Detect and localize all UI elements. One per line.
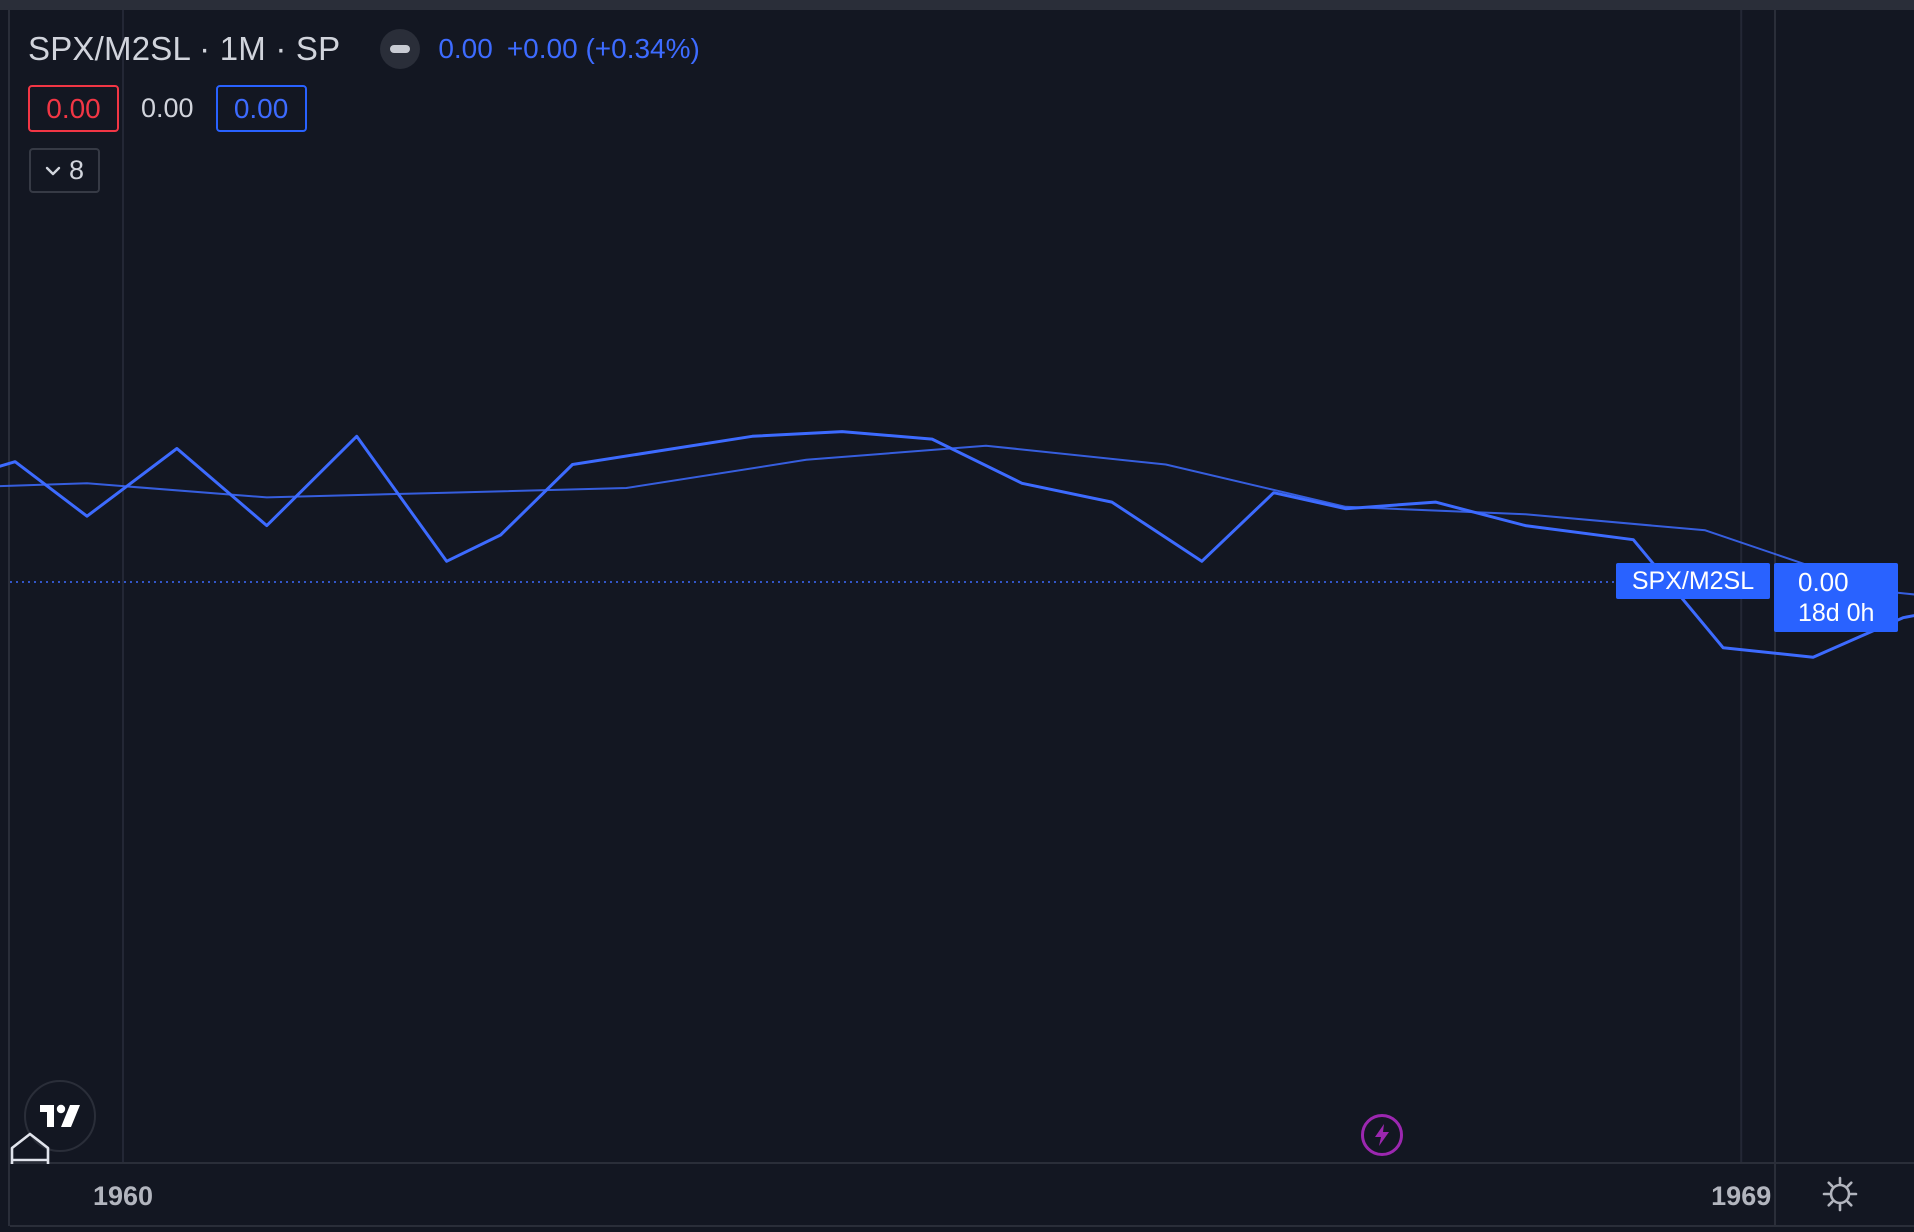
hide-series-button[interactable]	[380, 29, 421, 69]
last-price-value: 0.00	[1798, 567, 1849, 597]
input-value-1[interactable]: 0.00	[28, 85, 119, 132]
tradingview-logo-icon[interactable]	[24, 1080, 96, 1152]
top-border	[0, 0, 1914, 10]
symbol-title[interactable]: SPX/M2SL · 1M · SP	[28, 30, 341, 67]
series-line-smoothed	[0, 444, 1914, 596]
gear-icon[interactable]	[1822, 1176, 1858, 1212]
series-legend: SPX/M2SL · 1M · SP 0.00 +0.00 (+0.34%)	[28, 26, 700, 72]
last-price-box: 0.00 18d 0h	[1774, 563, 1898, 632]
input-value-3[interactable]: 0.00	[215, 85, 307, 132]
input-value-2: 0.00	[141, 93, 194, 123]
x-tick-label-1960: 1960	[93, 1181, 153, 1211]
chevron-down-icon	[45, 166, 61, 175]
x-tick-label-1969: 1969	[1711, 1181, 1771, 1211]
indicator-count: 8	[68, 155, 85, 185]
indicator-inputs: 0.00 0.00 0.00	[28, 83, 307, 134]
bar-countdown: 18d 0h	[1798, 599, 1875, 627]
ohlc-value: 0.00	[438, 33, 493, 64]
series-line-raw	[0, 430, 1914, 659]
series-label-tag: SPX/M2SL	[1616, 563, 1770, 599]
house-icon[interactable]	[8, 1130, 52, 1166]
change-value: +0.00 (+0.34%)	[506, 33, 700, 64]
collapse-indicators-button[interactable]: 8	[29, 148, 100, 193]
minus-icon	[390, 45, 411, 53]
lightning-icon[interactable]	[1361, 1114, 1403, 1156]
